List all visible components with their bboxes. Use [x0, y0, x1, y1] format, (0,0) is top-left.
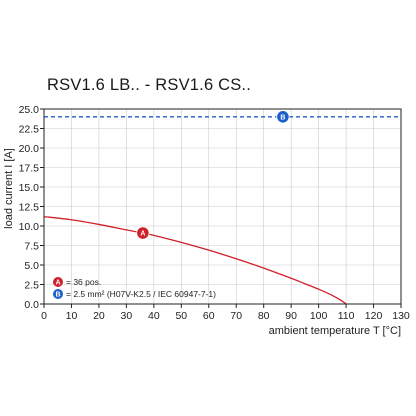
marker-letter: B: [280, 114, 285, 121]
legend-marker: [53, 289, 63, 299]
x-tick-label: 120: [365, 310, 383, 322]
legend: A = 36 pos. B = 2.5 mm² (H07V-K2.5 / IEC 60…: [53, 277, 216, 299]
legend-entry-a: A = 36 pos.: [53, 277, 101, 287]
y-tick-label: 15.0: [19, 182, 40, 194]
x-tick-label: 60: [203, 310, 215, 322]
y-tick-label: 20.0: [19, 143, 40, 155]
x-tick-label: 20: [93, 310, 105, 322]
y-tick-label: 5.0: [24, 260, 39, 272]
y-tick-label: 10.0: [19, 221, 40, 233]
y-axis-label: load current I [A]: [3, 148, 15, 229]
legend-label: = 36 pos.: [66, 277, 101, 287]
marker-letter: A: [140, 231, 145, 238]
x-tick-label: 130: [392, 310, 410, 322]
x-tick-label: 80: [258, 310, 270, 322]
marker-circle: [136, 226, 150, 240]
grid-lines: [44, 109, 401, 304]
x-tick-label: 70: [230, 310, 242, 322]
x-tick-label: 10: [66, 310, 78, 322]
y-tick-label: 25.0: [19, 104, 40, 116]
x-tick-label: 90: [285, 310, 297, 322]
x-tick-label: 0: [41, 310, 47, 322]
legend-marker-letter: A: [55, 279, 60, 286]
axis-ticks: 0 10 20 30 40 50 60 70 80 90 100 110 120 130 0.0 2.5 5.0…: [19, 104, 410, 322]
x-tick-label: 100: [310, 310, 328, 322]
y-tick-label: 7.5: [24, 240, 39, 252]
legend-entry-b: B = 2.5 mm² (H07V-K2.5 / IEC 60947-7-1): [53, 289, 216, 299]
x-axis-label: ambient temperature T [°C]: [269, 325, 401, 337]
x-tick-label: 30: [121, 310, 133, 322]
x-tick-label: 50: [175, 310, 187, 322]
y-tick-label: 0.0: [24, 299, 39, 311]
series-layer: [43, 116, 401, 305]
y-tick-label: 17.5: [19, 162, 40, 174]
x-tick-label: 40: [148, 310, 160, 322]
series-marker-a: A: [136, 226, 150, 240]
chart-title: RSV1.6 LB.. - RSV1.6 CS..: [47, 76, 251, 94]
legend-label: = 2.5 mm² (H07V-K2.5 / IEC 60947-7-1): [66, 289, 216, 299]
y-tick-label: 12.5: [19, 201, 40, 213]
series-marker-b: B: [276, 110, 290, 124]
series-markers: AB: [136, 110, 290, 240]
legend-marker: [53, 277, 63, 287]
x-tick-label: 110: [338, 310, 355, 322]
legend-marker-letter: B: [55, 291, 60, 298]
y-tick-label: 22.5: [19, 123, 40, 135]
series-line-a: [43, 215, 347, 305]
y-tick-label: 2.5: [24, 279, 39, 291]
marker-circle: [276, 110, 290, 124]
